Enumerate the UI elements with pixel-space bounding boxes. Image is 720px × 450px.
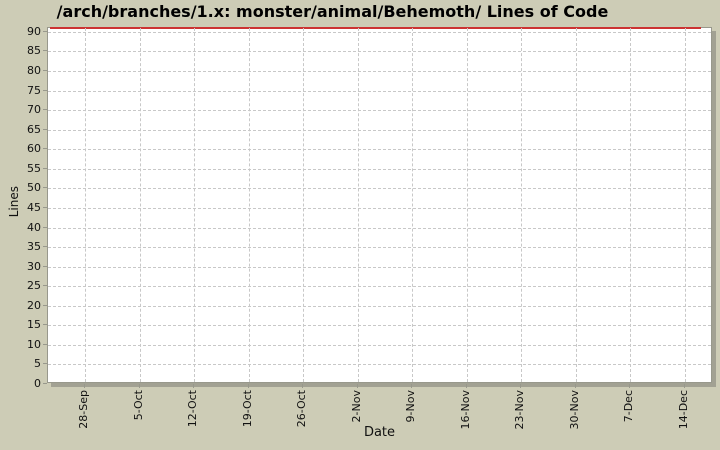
y-tick-label: 35 [27, 240, 41, 253]
gridline-horizontal [48, 51, 711, 52]
x-tick-label: 5-Oct [132, 390, 145, 421]
gridline-horizontal [48, 169, 711, 170]
y-tick-label: 25 [27, 279, 41, 292]
x-tick-mark [248, 384, 249, 388]
y-tick-mark [43, 109, 47, 110]
gridline-horizontal [48, 325, 711, 326]
chart-title: /arch/branches/1.x: monster/animal/Behem… [56, 2, 609, 21]
y-tick-label: 80 [27, 64, 41, 77]
gridline-vertical [467, 28, 468, 382]
gridline-vertical [85, 28, 86, 382]
y-tick-label: 75 [27, 84, 41, 97]
y-tick-label: 55 [27, 162, 41, 175]
gridline-horizontal [48, 32, 711, 33]
y-tick-mark [43, 148, 47, 149]
gridline-vertical [685, 28, 686, 382]
y-tick-label: 85 [27, 44, 41, 57]
x-tick-mark [575, 384, 576, 388]
x-tick-mark [520, 384, 521, 388]
y-tick-mark [43, 344, 47, 345]
y-tick-mark [43, 266, 47, 267]
x-axis-label: Date [363, 425, 396, 440]
y-tick-label: 90 [27, 25, 41, 38]
y-tick-mark [43, 70, 47, 71]
x-tick-label: 14-Dec [677, 390, 690, 430]
y-tick-mark [43, 31, 47, 32]
gridline-vertical [194, 28, 195, 382]
gridline-vertical [249, 28, 250, 382]
gridline-vertical [576, 28, 577, 382]
x-tick-mark [193, 384, 194, 388]
y-tick-mark [43, 324, 47, 325]
x-tick-label: 30-Nov [568, 390, 581, 430]
x-tick-label: 26-Oct [295, 390, 308, 428]
plot-area [47, 27, 712, 383]
gridline-horizontal [48, 228, 711, 229]
loc-series-line [50, 27, 701, 29]
y-tick-label: 10 [27, 338, 41, 351]
y-tick-mark [43, 246, 47, 247]
y-tick-label: 0 [34, 377, 41, 390]
gridline-horizontal [48, 91, 711, 92]
gridline-vertical [140, 28, 141, 382]
gridline-vertical [358, 28, 359, 382]
gridline-horizontal [48, 208, 711, 209]
y-tick-mark [43, 285, 47, 286]
gridline-vertical [521, 28, 522, 382]
y-tick-label: 45 [27, 201, 41, 214]
x-tick-mark [466, 384, 467, 388]
x-tick-label: 12-Oct [186, 390, 199, 428]
y-tick-mark [43, 363, 47, 364]
y-tick-mark [43, 50, 47, 51]
y-tick-mark [43, 168, 47, 169]
gridline-horizontal [48, 149, 711, 150]
y-tick-label: 20 [27, 299, 41, 312]
gridline-horizontal [48, 110, 711, 111]
x-tick-label: 2-Nov [350, 390, 363, 423]
x-tick-label: 9-Nov [404, 390, 417, 423]
y-tick-label: 65 [27, 123, 41, 136]
gridline-horizontal [48, 247, 711, 248]
y-tick-mark [43, 129, 47, 130]
y-tick-mark [43, 90, 47, 91]
x-axis-ticks: 28-Sep 5-Oct 12-Oct 19-Oct 26-Oct 2-Nov 9-Nov 1… [47, 383, 712, 450]
gridline-horizontal [48, 286, 711, 287]
y-tick-mark [43, 207, 47, 208]
gridline-horizontal [48, 345, 711, 346]
x-tick-label: 7-Dec [622, 390, 635, 423]
x-tick-mark [684, 384, 685, 388]
y-tick-mark [43, 383, 47, 384]
x-tick-mark [139, 384, 140, 388]
x-tick-mark [357, 384, 358, 388]
y-tick-label: 60 [27, 142, 41, 155]
x-tick-mark [84, 384, 85, 388]
gridline-horizontal [48, 306, 711, 307]
gridline-vertical [412, 28, 413, 382]
x-tick-mark [629, 384, 630, 388]
gridline-horizontal [48, 364, 711, 365]
y-tick-label: 70 [27, 103, 41, 116]
x-tick-label: 28-Sep [77, 390, 90, 429]
gridline-horizontal [48, 267, 711, 268]
gridline-vertical [303, 28, 304, 382]
gridline-vertical [630, 28, 631, 382]
y-tick-mark [43, 227, 47, 228]
y-tick-label: 30 [27, 260, 41, 273]
y-tick-label: 50 [27, 181, 41, 194]
x-tick-label: 19-Oct [241, 390, 254, 428]
x-tick-label: 16-Nov [459, 390, 472, 430]
gridline-horizontal [48, 71, 711, 72]
gridline-horizontal [48, 188, 711, 189]
gridline-horizontal [48, 130, 711, 131]
y-tick-label: 40 [27, 221, 41, 234]
x-tick-label: 23-Nov [513, 390, 526, 430]
x-tick-mark [411, 384, 412, 388]
y-tick-mark [43, 305, 47, 306]
y-axis-ticks: 90 85 80 75 70 65 60 55 50 45 40 35 30 25 20 15 10 5 0 [0, 25, 47, 389]
y-tick-label: 15 [27, 318, 41, 331]
y-tick-label: 5 [34, 357, 41, 370]
x-tick-mark [302, 384, 303, 388]
y-tick-mark [43, 187, 47, 188]
